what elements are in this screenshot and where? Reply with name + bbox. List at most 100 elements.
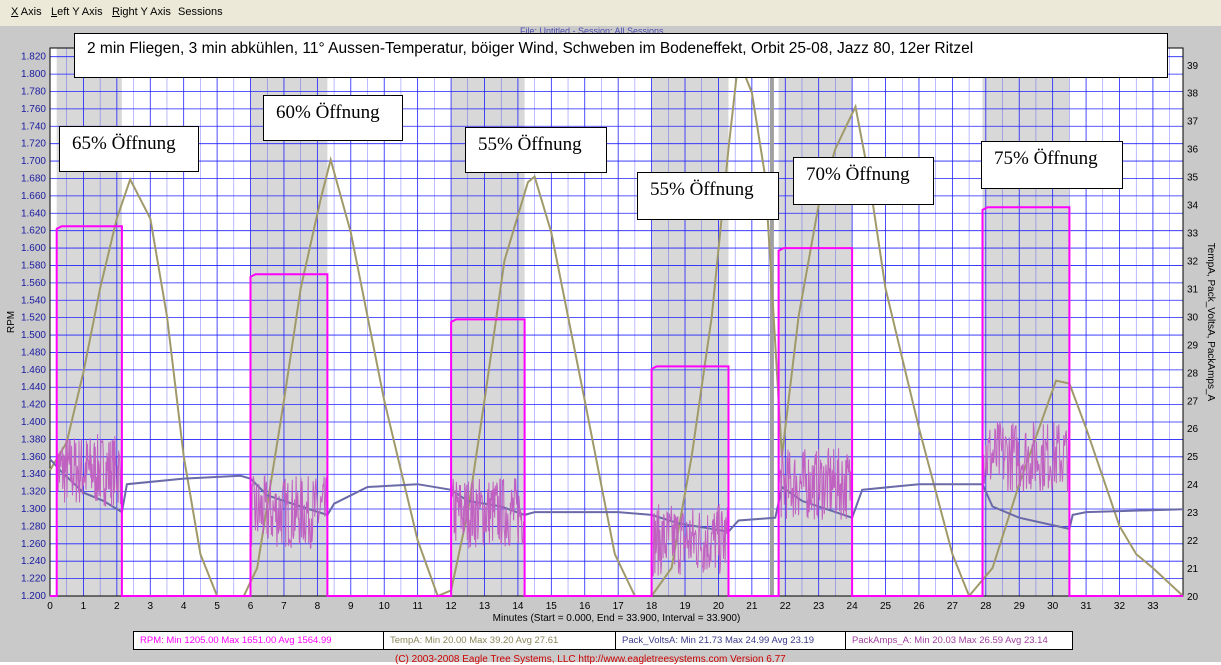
y-tick-label: 1.500 — [21, 330, 46, 341]
x-tick-label: 29 — [1014, 601, 1026, 612]
y-tick-label: 1.740 — [21, 121, 46, 132]
x-tick-label: 20 — [713, 601, 725, 612]
y2-tick-label: 20 — [1187, 592, 1199, 603]
session-label: File: Untitled - Session: All Sessions — [520, 26, 664, 36]
x-tick-label: 16 — [579, 601, 591, 612]
y-tick-label: 1.720 — [21, 139, 46, 150]
legend-volts: Pack_VoltsA: Min 21.73 Max 24.99 Avg 23.… — [616, 632, 846, 649]
series-packamps-5 — [982, 421, 1070, 493]
y-tick-label: 1.420 — [21, 400, 46, 411]
y-tick-label: 1.580 — [21, 260, 46, 271]
y2-tick-label: 33 — [1187, 229, 1199, 240]
y-tick-label: 1.560 — [21, 278, 46, 289]
y-tick-label: 1.200 — [21, 591, 46, 602]
y2-tick-label: 28 — [1187, 368, 1199, 379]
series-packamps-3 — [651, 504, 729, 577]
x-tick-label: 17 — [613, 601, 625, 612]
x-tick-label: 10 — [379, 601, 391, 612]
x-tick-label: 7 — [281, 601, 287, 612]
flight-region-3 — [651, 48, 729, 596]
menu-sessions[interactable]: Sessions — [178, 6, 223, 18]
x-tick-label: 4 — [181, 601, 187, 612]
x-tick-label: 6 — [248, 601, 254, 612]
legend-temp: TempA: Min 20.00 Max 39.20 Avg 27.61 — [384, 632, 616, 649]
series-packamps-4 — [778, 447, 853, 521]
x-tick-label: 21 — [746, 601, 758, 612]
y2-tick-label: 24 — [1187, 480, 1199, 491]
x-tick-label: 31 — [1081, 601, 1093, 612]
menu-right-y-axis[interactable]: Right Y Axis — [112, 6, 171, 18]
y2-tick-label: 38 — [1187, 89, 1199, 100]
y-tick-label: 1.480 — [21, 347, 46, 358]
y2-tick-label: 29 — [1187, 340, 1199, 351]
y-tick-label: 1.520 — [21, 313, 46, 324]
x-tick-label: 13 — [479, 601, 491, 612]
y-tick-label: 1.700 — [21, 156, 46, 167]
y-tick-label: 1.260 — [21, 539, 46, 550]
x-tick-label: 2 — [114, 601, 120, 612]
series-packamps-2 — [450, 478, 526, 549]
series-packamps-0 — [56, 434, 123, 507]
legend: RPM: Min 1205.00 Max 1651.00 Avg 1564.99… — [133, 631, 1073, 650]
x-tick-label: 5 — [214, 601, 220, 612]
annotation-75: 75% Öffnung — [981, 141, 1123, 189]
legend-rpm: RPM: Min 1205.00 Max 1651.00 Avg 1564.99 — [134, 632, 384, 649]
series-Pack_VoltsA — [49, 458, 1184, 533]
x-tick-label: 0 — [47, 601, 53, 612]
y2-tick-label: 23 — [1187, 508, 1199, 519]
chart-svg: 1.200 1.220 1.240 1.260 1.280 1.300 1.320 1.340… — [6, 47, 1216, 624]
chart-title: 2 min Fliegen, 3 min abkühlen, 11° Ausse… — [74, 33, 1168, 78]
x-tick-label: 24 — [847, 601, 859, 612]
y2-tick-label: 39 — [1187, 61, 1199, 72]
y-tick-label: 1.440 — [21, 382, 46, 393]
y-tick-label: 1.820 — [21, 52, 46, 63]
annotation-55a: 55% Öffnung — [465, 127, 607, 173]
legend-amps: PackAmps_A: Min 20.03 Max 26.59 Avg 23.1… — [852, 635, 1048, 646]
series-rpm — [50, 206, 1183, 597]
x-tick-label: 30 — [1047, 601, 1059, 612]
flight-region-5 — [982, 48, 1070, 596]
series-packamps-1 — [250, 474, 328, 549]
menu-left-y-axis[interactable]: Left Y Axis — [51, 6, 103, 18]
y-tick-label: 1.540 — [21, 295, 46, 306]
y2-tick-label: 37 — [1187, 117, 1199, 128]
y-tick-label: 1.220 — [21, 574, 46, 585]
copyright: (C) 2003-2008 Eagle Tree Systems, LLC ht… — [395, 654, 786, 665]
menu-bar: X Axis Left Y Axis Right Y Axis Sessions — [0, 0, 1221, 27]
x-tick-label: 28 — [980, 601, 992, 612]
y-tick-label: 1.400 — [21, 417, 46, 428]
y2-tick-label: 26 — [1187, 424, 1199, 435]
y-tick-label: 1.380 — [21, 434, 46, 445]
x-axis-label: Minutes (Start = 0.000, End = 33.900, In… — [493, 613, 741, 624]
y2-tick-label: 34 — [1187, 201, 1199, 212]
y-tick-label: 1.760 — [21, 104, 46, 115]
y2-tick-label: 32 — [1187, 256, 1199, 267]
y2-tick-label: 27 — [1187, 396, 1199, 407]
menu-x-axis[interactable]: X Axis — [11, 6, 42, 18]
annotation-60: 60% Öffnung — [263, 95, 403, 141]
y-tick-label: 1.640 — [21, 208, 46, 219]
x-tick-label: 11 — [412, 601, 423, 612]
chart-area: File: Untitled - Session: All Sessions 1… — [0, 26, 1221, 665]
x-tick-label: 14 — [512, 601, 524, 612]
x-tick-label: 9 — [348, 601, 354, 612]
y-tick-label: 1.280 — [21, 521, 46, 532]
y2-tick-label: 31 — [1187, 284, 1199, 295]
x-tick-label: 27 — [947, 601, 959, 612]
x-tick-label: 19 — [679, 601, 691, 612]
x-tick-label: 23 — [813, 601, 825, 612]
y-tick-label: 1.360 — [21, 452, 46, 463]
x-tick-label: 8 — [315, 601, 321, 612]
x-tick-label: 18 — [646, 601, 658, 612]
y-tick-label: 1.800 — [21, 69, 46, 80]
y2-axis-label: TempA, Pack_VoltsA, PackAmps_A — [1205, 243, 1216, 402]
annotation-65: 65% Öffnung — [59, 126, 199, 172]
x-tick-label: 3 — [147, 601, 153, 612]
x-tick-label: 32 — [1114, 601, 1126, 612]
annotation-55b: 55% Öffnung — [637, 172, 779, 220]
y-tick-label: 1.340 — [21, 469, 46, 480]
x-tick-label: 33 — [1147, 601, 1159, 612]
y2-tick-label: 35 — [1187, 173, 1199, 184]
x-tick-label: 15 — [546, 601, 558, 612]
y-tick-label: 1.680 — [21, 173, 46, 184]
